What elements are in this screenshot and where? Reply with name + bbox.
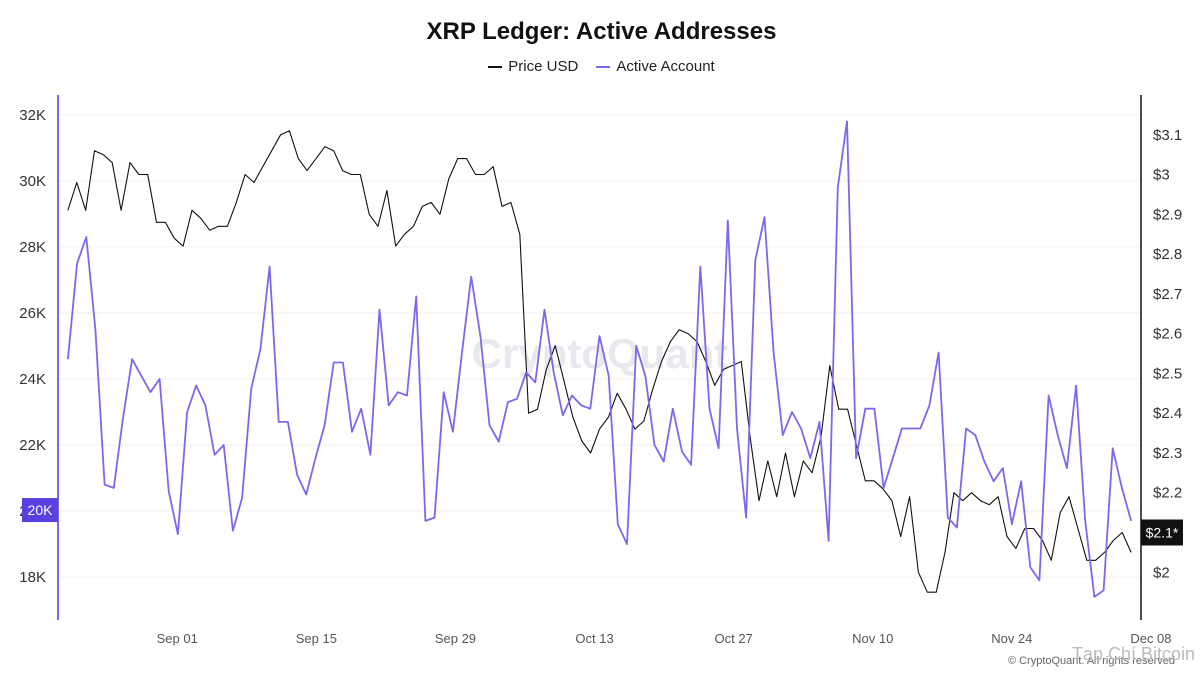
active-account-line [67,120,1132,598]
copyright-text: © CryptoQuant. All rights reserved [1008,655,1175,667]
series-lines [67,120,1132,598]
right-tick-label: $2 [1153,564,1170,581]
x-tick-label: Sep 15 [296,631,337,646]
legend-label-active: Active Account [616,58,715,75]
right-tick-label: $2.9 [1153,206,1182,223]
legend-swatch-price [488,65,503,68]
left-tick-label: 32K [19,107,46,124]
legend-item-active[interactable]: Active Account [596,58,715,75]
x-tick-label: Sep 01 [157,631,198,646]
chart-title: XRP Ledger: Active Addresses [426,18,777,45]
price-usd-line [67,130,1132,593]
x-tick-label: Nov 10 [852,631,893,646]
left-tick-label: 30K [19,173,46,190]
right-tick-label: $3 [1153,167,1170,184]
left-tick-label: 24K [19,371,46,388]
right-tick-label: $2.5 [1153,365,1182,382]
left-tick-label: 22K [19,437,46,454]
x-tick-label: Oct 13 [575,631,613,646]
price-value-badge-text: $2.1* [1146,525,1179,541]
right-tick-label: $2.2 [1153,485,1182,502]
legend: Price USD Active Account [0,58,1203,75]
active-value-badge [22,498,58,523]
active-value-badge-text: 20K [28,502,54,518]
right-tick-label: $3.1 [1153,127,1182,144]
legend-item-price[interactable]: Price USD [488,58,578,75]
x-tick-label: Nov 24 [991,631,1032,646]
right-tick-label: $2.7 [1153,286,1182,303]
legend-swatch-active [596,65,611,68]
left-tick-label: 18K [19,569,46,586]
left-tick-label: 28K [19,239,46,256]
source-watermark: Tạp Chí Bitcoin [1072,644,1195,664]
right-tick-label: $2.6 [1153,326,1182,343]
x-tick-label: Sep 29 [435,631,476,646]
right-tick-label: $2.8 [1153,246,1182,263]
value-badges: 20K $2.1* [22,498,1183,546]
right-tick-label: $2.4 [1153,405,1182,422]
x-tick-label: Dec 08 [1130,631,1171,646]
left-tick-label: 26K [19,305,46,322]
x-tick-label: Oct 27 [714,631,752,646]
right-tick-label: $2.3 [1153,445,1182,462]
legend-label-price: Price USD [508,58,579,75]
price-value-badge [1141,519,1183,546]
